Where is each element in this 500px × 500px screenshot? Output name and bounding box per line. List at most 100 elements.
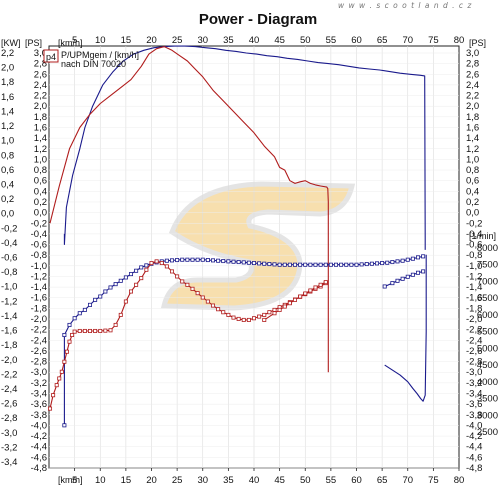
series-2-point-60 — [364, 262, 369, 267]
y-ps-tick-1: 2,8 — [34, 59, 47, 70]
x-tick-top-9: 50 — [300, 35, 311, 46]
y-kw-tick-12: -0,2 — [1, 223, 17, 234]
y-ps-tick-31: -3,2 — [31, 378, 47, 389]
series-2-point-22 — [169, 258, 174, 263]
series-2-point-1 — [62, 332, 67, 337]
series-6-point-6 — [298, 294, 303, 299]
y-rpm-tick-6: 5000 — [477, 343, 498, 354]
series-2-point-46 — [292, 262, 297, 267]
y-kw-tick-3: 1,6 — [1, 92, 14, 103]
y-rpm-tick-3: 6500 — [477, 293, 498, 304]
series-2-point-14 — [128, 272, 133, 277]
series-2-point-58 — [354, 262, 359, 267]
series-3-point-7 — [421, 269, 426, 274]
y-ps-tick-4: 2,2 — [34, 91, 47, 102]
series-2-point-32 — [221, 259, 226, 264]
series-5-point-30 — [180, 279, 185, 284]
y-rpm-tick-0: 8000 — [477, 243, 498, 254]
x-tick-top-1: 10 — [95, 35, 106, 46]
series-2-point-30 — [210, 258, 215, 263]
series-5-point-25 — [154, 259, 159, 264]
y-ps-tick-35: -4,0 — [31, 420, 47, 431]
y-kw-tick-7: 0,8 — [1, 150, 14, 161]
x-tick-bottom-14: 75 — [428, 475, 439, 486]
series-2-point-42 — [272, 262, 277, 267]
series-3-point-3 — [400, 276, 405, 281]
y-kw-tick-27: -3,2 — [1, 442, 17, 453]
y-rpm-tick-5: 5500 — [477, 327, 498, 338]
series-5-point-43 — [246, 317, 251, 322]
series-2-point-62 — [374, 261, 379, 266]
series-2-point-38 — [251, 261, 256, 266]
series-2-point-0 — [62, 423, 67, 428]
y-kw-tick-1: 2,0 — [1, 63, 14, 74]
series-2-point-6 — [88, 302, 93, 307]
y-kw-tick-5: 1,2 — [1, 121, 14, 132]
series-2-point-27 — [195, 257, 200, 262]
y-kw-tick-9: 0,4 — [1, 179, 14, 190]
series-2-point-45 — [287, 262, 292, 267]
y-rpm-tick-11: 2500 — [477, 427, 498, 438]
y-ps-right-tick-33: -3,6 — [466, 399, 482, 410]
y-ps-tick-2: 2,6 — [34, 69, 47, 80]
x-axis-bottom: 5 10 15 20 25 30 35 40 45 50 55 60 65 70 75 80 — [72, 468, 464, 486]
y-ps-right-tick-29: -2,8 — [466, 357, 482, 368]
y-kw-tick-19: -1,6 — [1, 326, 17, 337]
series-6-point-8 — [308, 288, 313, 293]
y-ps-tick-6: 1,8 — [34, 112, 47, 123]
x-tick-top-7: 40 — [249, 35, 260, 46]
y-ps-right-tick-23: -1,6 — [466, 293, 482, 304]
y-kw-tick-28: -3,4 — [1, 457, 17, 468]
series-2-point-70 — [415, 255, 420, 260]
x-tick-top-10: 55 — [326, 35, 337, 46]
y-right-ps-unit: [PS] — [469, 38, 486, 48]
series-5-point-14 — [98, 328, 103, 333]
y-ps-right-tick-35: -4,0 — [466, 420, 482, 431]
y-left-kw-unit: [KW] — [1, 38, 21, 48]
y-ps-tick-7: 1,6 — [34, 122, 47, 133]
series-5-point-10 — [77, 328, 82, 333]
series-5-point-24 — [149, 261, 154, 266]
y-ps-right-tick-22: -1,4 — [466, 282, 482, 293]
y-ps-right-tick-21: -1,2 — [466, 271, 482, 282]
series-6-point-7 — [303, 291, 308, 296]
series-2-point-29 — [205, 258, 210, 263]
series-2-point-55 — [339, 262, 344, 267]
series-2-point-59 — [359, 262, 364, 267]
y-kw-tick-22: -2,2 — [1, 369, 17, 380]
series-2-point-64 — [385, 260, 390, 265]
series-2-point-33 — [226, 259, 231, 264]
series-2-point-11 — [113, 282, 118, 287]
series-2-point-2 — [67, 322, 72, 327]
y-ps-right-tick-26: -2,2 — [466, 325, 482, 336]
x-tick-bottom-15: 80 — [454, 475, 465, 486]
y-kw-tick-16: -1,0 — [1, 282, 17, 293]
y-kw-tick-2: 1,8 — [1, 77, 14, 88]
series-5-point-44 — [251, 316, 256, 321]
y-ps-right-tick-17: -0,4 — [466, 229, 482, 240]
y-kw-tick-11: 0,0 — [1, 209, 14, 220]
series-2-point-41 — [267, 262, 272, 267]
y-ps-tick-16: -0,2 — [31, 218, 47, 229]
y-ps-tick-32: -3,4 — [31, 389, 47, 400]
x-axis-top: 5 10 15 20 25 30 35 40 45 50 55 60 65 70 75 80 — [72, 35, 464, 46]
y-ps-right-tick-1: 2,8 — [466, 59, 479, 70]
series-5-point-47 — [267, 310, 272, 315]
series-5-point-48 — [272, 307, 277, 312]
series-2-point-4 — [77, 311, 82, 316]
y-axis-left-ps: 3,02,82,62,42,22,01,81,61,41,21,00,80,60… — [31, 48, 47, 474]
y-ps-right-tick-27: -2,4 — [466, 335, 482, 346]
y-ps-right-tick-31: -3,2 — [466, 378, 482, 389]
y-ps-right-tick-32: -3,4 — [466, 389, 482, 400]
series-5-point-15 — [103, 328, 108, 333]
y-ps-tick-11: 0,8 — [34, 165, 47, 176]
series-5-point-39 — [226, 312, 231, 317]
series-2-point-53 — [328, 262, 333, 267]
y-rpm-tick-2: 7000 — [477, 276, 498, 287]
y-ps-right-tick-11: 0,8 — [466, 165, 479, 176]
series-2-point-31 — [216, 258, 221, 263]
y-ps-right-tick-15: 0,0 — [466, 208, 479, 219]
series-2-point-23 — [175, 258, 180, 263]
series-2-point-56 — [344, 262, 349, 267]
